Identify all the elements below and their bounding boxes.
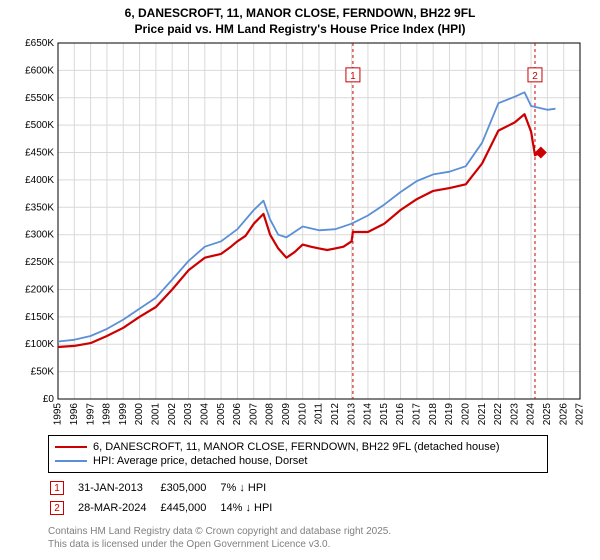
- svg-text:2020: 2020: [460, 403, 471, 426]
- svg-text:£150K: £150K: [25, 312, 54, 323]
- svg-text:2007: 2007: [248, 403, 259, 426]
- markers-table: 1 31-JAN-2013 £305,000 7% ↓ HPI 2 28-MAR…: [48, 477, 286, 519]
- svg-text:2024: 2024: [526, 403, 537, 426]
- legend-item: 6, DANESCROFT, 11, MANOR CLOSE, FERNDOWN…: [55, 440, 541, 454]
- marker-badge: 1: [50, 481, 64, 495]
- title-line-2: Price paid vs. HM Land Registry's House …: [10, 22, 590, 38]
- svg-text:£400K: £400K: [25, 175, 54, 186]
- marker-date: 31-JAN-2013: [78, 479, 158, 497]
- svg-text:1: 1: [350, 71, 356, 82]
- svg-text:£100K: £100K: [25, 339, 54, 350]
- svg-text:2027: 2027: [575, 403, 586, 426]
- svg-text:2005: 2005: [216, 403, 227, 426]
- svg-text:2023: 2023: [509, 403, 520, 426]
- svg-text:2003: 2003: [183, 403, 194, 426]
- svg-text:2008: 2008: [265, 403, 276, 426]
- svg-text:2017: 2017: [412, 403, 423, 426]
- svg-text:2001: 2001: [151, 403, 162, 426]
- svg-text:2016: 2016: [395, 403, 406, 426]
- svg-text:1999: 1999: [118, 403, 129, 426]
- svg-text:2011: 2011: [314, 403, 325, 425]
- marker-price: £305,000: [160, 479, 218, 497]
- svg-text:£50K: £50K: [31, 367, 55, 378]
- svg-text:£500K: £500K: [25, 120, 54, 131]
- svg-text:£550K: £550K: [25, 93, 54, 104]
- svg-text:2026: 2026: [558, 403, 569, 426]
- svg-text:2015: 2015: [379, 403, 390, 426]
- svg-text:2018: 2018: [428, 403, 439, 426]
- footnote: Contains HM Land Registry data © Crown c…: [48, 525, 600, 551]
- svg-text:£600K: £600K: [25, 66, 54, 77]
- svg-text:2006: 2006: [232, 403, 243, 426]
- svg-text:1997: 1997: [85, 403, 96, 426]
- legend-swatch: [55, 460, 87, 462]
- price-chart: £0£50K£100K£150K£200K£250K£300K£350K£400…: [10, 39, 590, 429]
- marker-badge: 2: [50, 501, 64, 515]
- marker-delta: 7% ↓ HPI: [220, 479, 284, 497]
- marker-price: £445,000: [160, 499, 218, 517]
- svg-text:1996: 1996: [69, 403, 80, 426]
- legend-label: HPI: Average price, detached house, Dors…: [93, 455, 307, 467]
- legend: 6, DANESCROFT, 11, MANOR CLOSE, FERNDOWN…: [48, 435, 548, 473]
- svg-text:£300K: £300K: [25, 230, 54, 241]
- svg-text:£200K: £200K: [25, 285, 54, 296]
- svg-text:2000: 2000: [134, 403, 145, 426]
- svg-text:£450K: £450K: [25, 148, 54, 159]
- svg-text:£350K: £350K: [25, 202, 54, 213]
- svg-text:2014: 2014: [363, 403, 374, 426]
- footnote-line: This data is licensed under the Open Gov…: [48, 538, 600, 551]
- marker-delta: 14% ↓ HPI: [220, 499, 284, 517]
- svg-text:2: 2: [532, 71, 538, 82]
- svg-text:2019: 2019: [444, 403, 455, 426]
- table-row: 2 28-MAR-2024 £445,000 14% ↓ HPI: [50, 499, 284, 517]
- svg-text:£650K: £650K: [25, 39, 54, 49]
- legend-swatch: [55, 446, 87, 448]
- svg-text:2022: 2022: [493, 403, 504, 426]
- svg-text:2004: 2004: [199, 403, 210, 426]
- footnote-line: Contains HM Land Registry data © Crown c…: [48, 525, 600, 538]
- svg-text:2009: 2009: [281, 403, 292, 426]
- chart-title-block: 6, DANESCROFT, 11, MANOR CLOSE, FERNDOWN…: [0, 0, 600, 39]
- legend-label: 6, DANESCROFT, 11, MANOR CLOSE, FERNDOWN…: [93, 441, 500, 453]
- legend-item: HPI: Average price, detached house, Dors…: [55, 454, 541, 468]
- title-line-1: 6, DANESCROFT, 11, MANOR CLOSE, FERNDOWN…: [10, 6, 590, 22]
- marker-date: 28-MAR-2024: [78, 499, 158, 517]
- svg-text:2012: 2012: [330, 403, 341, 426]
- svg-text:2021: 2021: [477, 403, 488, 426]
- svg-text:2025: 2025: [542, 403, 553, 426]
- svg-text:2002: 2002: [167, 403, 178, 426]
- svg-text:1995: 1995: [53, 403, 64, 426]
- svg-text:2013: 2013: [346, 403, 357, 426]
- table-row: 1 31-JAN-2013 £305,000 7% ↓ HPI: [50, 479, 284, 497]
- svg-text:1998: 1998: [102, 403, 113, 426]
- svg-text:2010: 2010: [297, 403, 308, 426]
- svg-text:£250K: £250K: [25, 257, 54, 268]
